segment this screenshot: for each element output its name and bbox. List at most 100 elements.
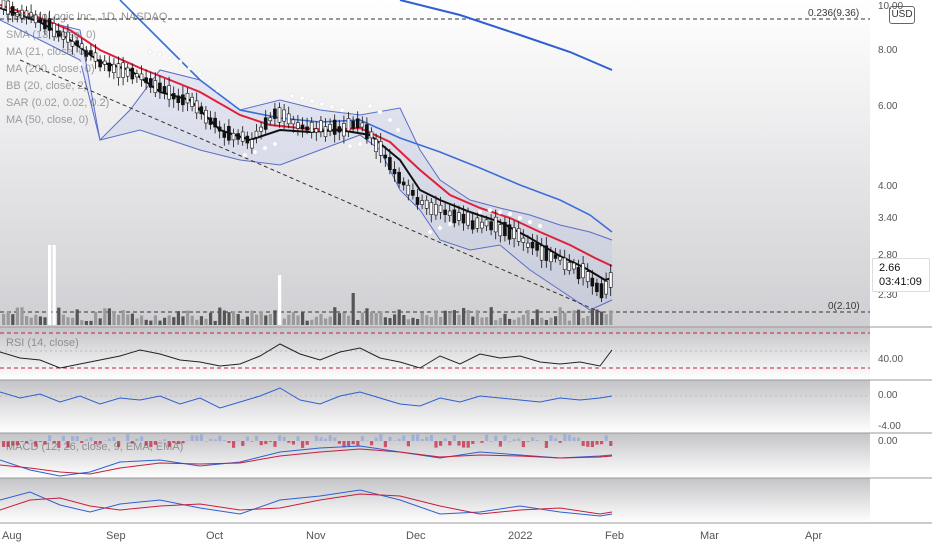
candle (291, 119, 296, 125)
signal-line (0, 448, 613, 475)
macd-histogram-bar (498, 441, 502, 447)
candle (337, 126, 342, 133)
candle (227, 126, 231, 141)
candle (608, 272, 613, 288)
macd-histogram-bar (342, 441, 346, 448)
candle (240, 131, 245, 142)
price-tick: 4.00 (878, 181, 898, 192)
macd-histogram-bar (452, 435, 456, 441)
macd-histogram-bar (324, 438, 328, 441)
candle (102, 60, 107, 65)
candle (562, 257, 567, 271)
macd-label[interactable]: MACD (12, 26, close, 9, EMA, EMA) (6, 441, 184, 453)
candle (10, 6, 15, 16)
volume-bar (135, 318, 139, 325)
macd-histogram-bar (558, 441, 562, 443)
candle (107, 62, 112, 72)
candle (429, 202, 434, 215)
macd-histogram-bar (66, 441, 70, 448)
volume-bar (144, 319, 148, 325)
rsi-label[interactable]: RSI (14, close) (6, 337, 79, 349)
macd-histogram-bar (140, 436, 144, 441)
candle (181, 94, 185, 106)
legend-sma13[interactable]: SMA (13, close, 0) (6, 29, 96, 41)
legend-ma200[interactable]: MA (200, close, 0) (6, 63, 95, 75)
candle (489, 221, 493, 231)
macd-histogram-bar (94, 441, 98, 445)
macd-histogram-bar (429, 434, 433, 441)
volume-bar (586, 315, 590, 325)
volume-bar (521, 314, 525, 325)
volume-bar (494, 320, 498, 325)
candle (424, 199, 429, 209)
volume-bar (572, 310, 576, 325)
macd-histogram-bar (181, 441, 185, 444)
volume-bar (222, 310, 226, 325)
volume-bar (57, 307, 61, 325)
volume-bar (475, 310, 479, 325)
volume-bar (439, 316, 443, 325)
candle (208, 117, 213, 125)
volume-bar (356, 320, 360, 325)
volume-bar (236, 314, 240, 325)
candle (222, 132, 227, 138)
volume-bar (34, 314, 38, 325)
legend-sar[interactable]: SAR (0.02, 0.02, 0.2) (6, 97, 110, 109)
candle (447, 210, 452, 216)
macd-histogram-bar (245, 436, 249, 441)
macd-histogram-bar (80, 441, 84, 444)
macd-histogram-bar (420, 439, 424, 441)
macd-histogram-bar (291, 441, 295, 445)
macd-histogram-bar (218, 435, 222, 441)
candle (153, 80, 158, 93)
volume-bar (549, 317, 553, 325)
candle (89, 50, 93, 55)
macd-histogram-bar (577, 437, 581, 441)
price-tick: 10.00 (878, 1, 904, 12)
volume-bar (370, 311, 374, 325)
volume-bar (149, 320, 153, 325)
candle (15, 12, 20, 17)
volume-bar (595, 309, 599, 325)
rsi-pane-bg (0, 327, 870, 380)
volume-bar (282, 318, 286, 325)
volume-bar (508, 318, 512, 325)
legend-ma21[interactable]: MA (21, close, 0) (6, 46, 89, 58)
candle (498, 224, 503, 237)
volume-bar (604, 314, 608, 325)
candle (70, 41, 75, 47)
candle (521, 237, 526, 243)
macd-histogram-bar (360, 436, 364, 441)
macd-histogram-bar (153, 441, 157, 445)
volume-bar (466, 309, 470, 325)
candle (162, 86, 167, 94)
legend-bb[interactable]: BB (20, close, 2) (6, 80, 88, 92)
candle (204, 109, 208, 124)
macd-histogram-bar (388, 436, 392, 441)
osc-pane-bg (0, 380, 870, 433)
candle (526, 242, 530, 248)
currency-badge[interactable]: USD (889, 6, 915, 24)
macd-histogram-bar (195, 435, 199, 441)
volume-bar (2, 313, 6, 325)
volume-bar (609, 310, 613, 325)
symbol-title[interactable]: CohentoLogic Inc., 1D, NASDAQ (6, 11, 168, 23)
legend-ma50[interactable]: MA (50, close, 0) (6, 114, 89, 126)
candle (171, 93, 176, 100)
macd-histogram-bar (466, 441, 470, 448)
volume-bar (535, 309, 539, 325)
candle (392, 168, 397, 175)
candle (250, 139, 254, 149)
macd-histogram-bar (347, 441, 351, 446)
candle (1, 0, 6, 10)
macd-histogram-bar (213, 439, 217, 441)
candle (484, 219, 489, 227)
volume-bar (153, 315, 157, 325)
macd-histogram-bar (172, 441, 176, 444)
macd-histogram-bar (448, 441, 452, 446)
macd-histogram-bar (98, 441, 102, 444)
volume-bar (577, 309, 581, 325)
macd-histogram-bar (167, 441, 171, 447)
